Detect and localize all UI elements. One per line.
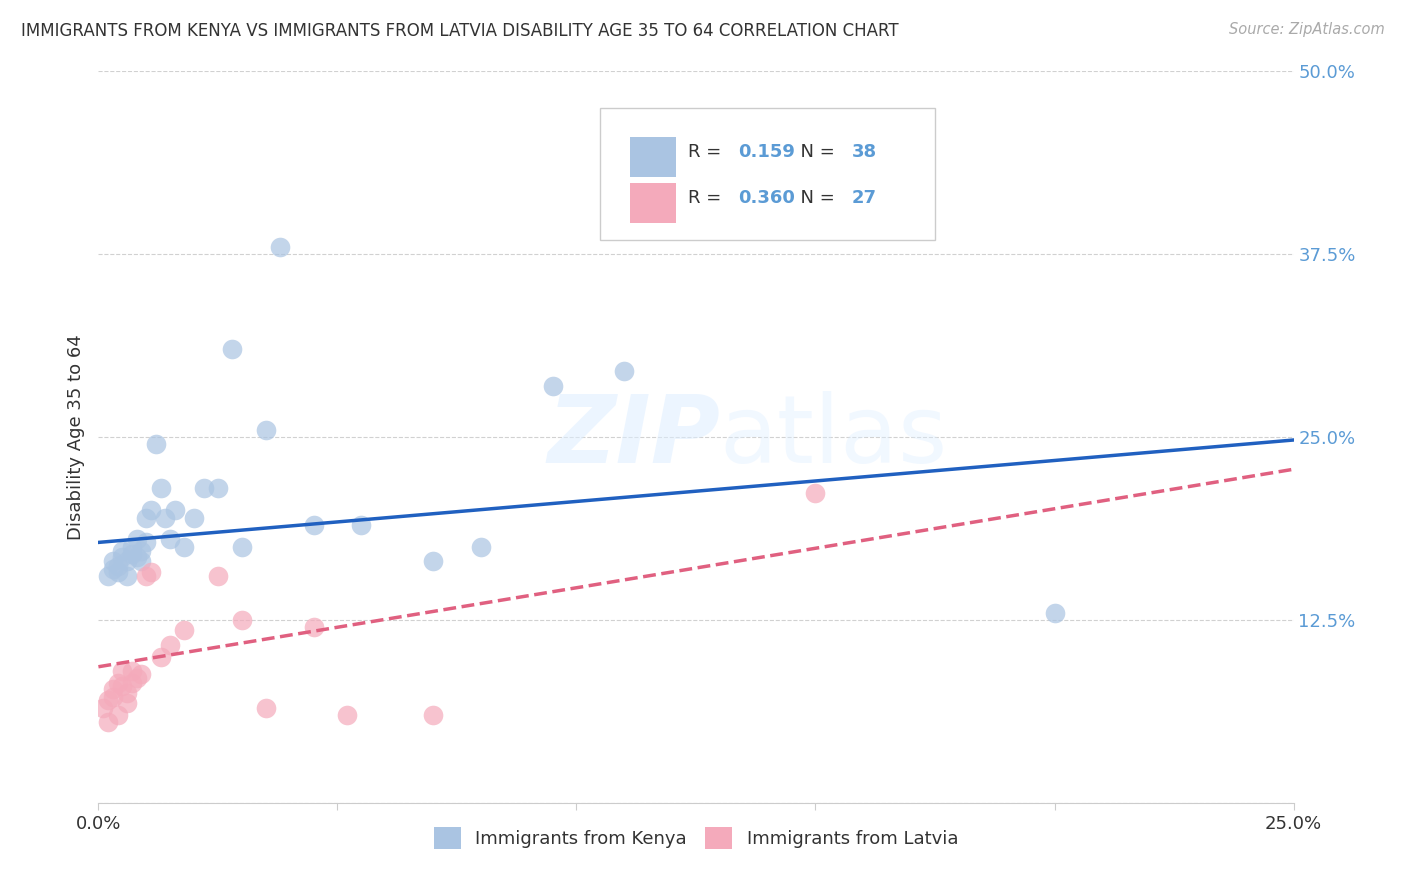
- Point: [101, 562, 124, 576]
- Point: [302, 517, 325, 532]
- Point: [422, 554, 444, 568]
- Point: [149, 481, 172, 495]
- Point: [131, 554, 153, 568]
- Point: [111, 679, 134, 693]
- Text: atlas: atlas: [720, 391, 948, 483]
- Point: [155, 510, 177, 524]
- Point: [97, 693, 120, 707]
- Point: [125, 533, 148, 547]
- Point: [183, 510, 205, 524]
- Point: [173, 540, 195, 554]
- Point: [541, 379, 564, 393]
- Point: [231, 613, 253, 627]
- Point: [159, 533, 181, 547]
- Text: ZIP: ZIP: [547, 391, 720, 483]
- Text: 38: 38: [852, 143, 876, 161]
- Text: 0.159: 0.159: [738, 143, 794, 161]
- Point: [107, 676, 129, 690]
- Point: [131, 667, 153, 681]
- Point: [613, 364, 636, 378]
- Point: [115, 696, 138, 710]
- Point: [121, 676, 143, 690]
- Point: [207, 481, 229, 495]
- Point: [221, 343, 243, 357]
- Point: [135, 535, 157, 549]
- Point: [121, 547, 143, 561]
- Y-axis label: Disability Age 35 to 64: Disability Age 35 to 64: [66, 334, 84, 540]
- Point: [254, 423, 277, 437]
- Point: [302, 620, 325, 634]
- Point: [111, 544, 134, 558]
- FancyBboxPatch shape: [630, 137, 676, 178]
- Point: [131, 544, 153, 558]
- Text: R =: R =: [688, 189, 727, 207]
- Point: [254, 700, 277, 714]
- Point: [173, 623, 195, 637]
- Point: [111, 549, 134, 564]
- Text: 27: 27: [852, 189, 876, 207]
- Point: [107, 708, 129, 723]
- Point: [139, 503, 162, 517]
- Text: N =: N =: [789, 143, 841, 161]
- Point: [139, 565, 162, 579]
- Text: R =: R =: [688, 143, 727, 161]
- Point: [1043, 606, 1066, 620]
- Point: [145, 437, 167, 451]
- Point: [163, 503, 186, 517]
- Point: [470, 540, 492, 554]
- Point: [91, 700, 114, 714]
- Text: Source: ZipAtlas.com: Source: ZipAtlas.com: [1229, 22, 1385, 37]
- FancyBboxPatch shape: [630, 183, 676, 224]
- Text: N =: N =: [789, 189, 841, 207]
- Point: [115, 569, 138, 583]
- Legend: Immigrants from Kenya, Immigrants from Latvia: Immigrants from Kenya, Immigrants from L…: [426, 820, 966, 856]
- Point: [350, 517, 373, 532]
- Text: 0.360: 0.360: [738, 189, 794, 207]
- Point: [107, 565, 129, 579]
- Point: [115, 686, 138, 700]
- Point: [804, 485, 827, 500]
- Point: [269, 240, 291, 254]
- Point: [207, 569, 229, 583]
- Point: [193, 481, 215, 495]
- Point: [121, 540, 143, 554]
- FancyBboxPatch shape: [600, 108, 935, 240]
- Point: [111, 664, 134, 678]
- Point: [135, 569, 157, 583]
- Point: [422, 708, 444, 723]
- Point: [101, 681, 124, 696]
- Point: [125, 672, 148, 686]
- Point: [101, 690, 124, 705]
- Point: [101, 554, 124, 568]
- Point: [149, 649, 172, 664]
- Point: [121, 664, 143, 678]
- Point: [97, 569, 120, 583]
- Point: [336, 708, 359, 723]
- Point: [231, 540, 253, 554]
- Point: [135, 510, 157, 524]
- Text: IMMIGRANTS FROM KENYA VS IMMIGRANTS FROM LATVIA DISABILITY AGE 35 TO 64 CORRELAT: IMMIGRANTS FROM KENYA VS IMMIGRANTS FROM…: [21, 22, 898, 40]
- Point: [125, 549, 148, 564]
- Point: [97, 715, 120, 730]
- Point: [159, 638, 181, 652]
- Point: [115, 554, 138, 568]
- Point: [107, 558, 129, 573]
